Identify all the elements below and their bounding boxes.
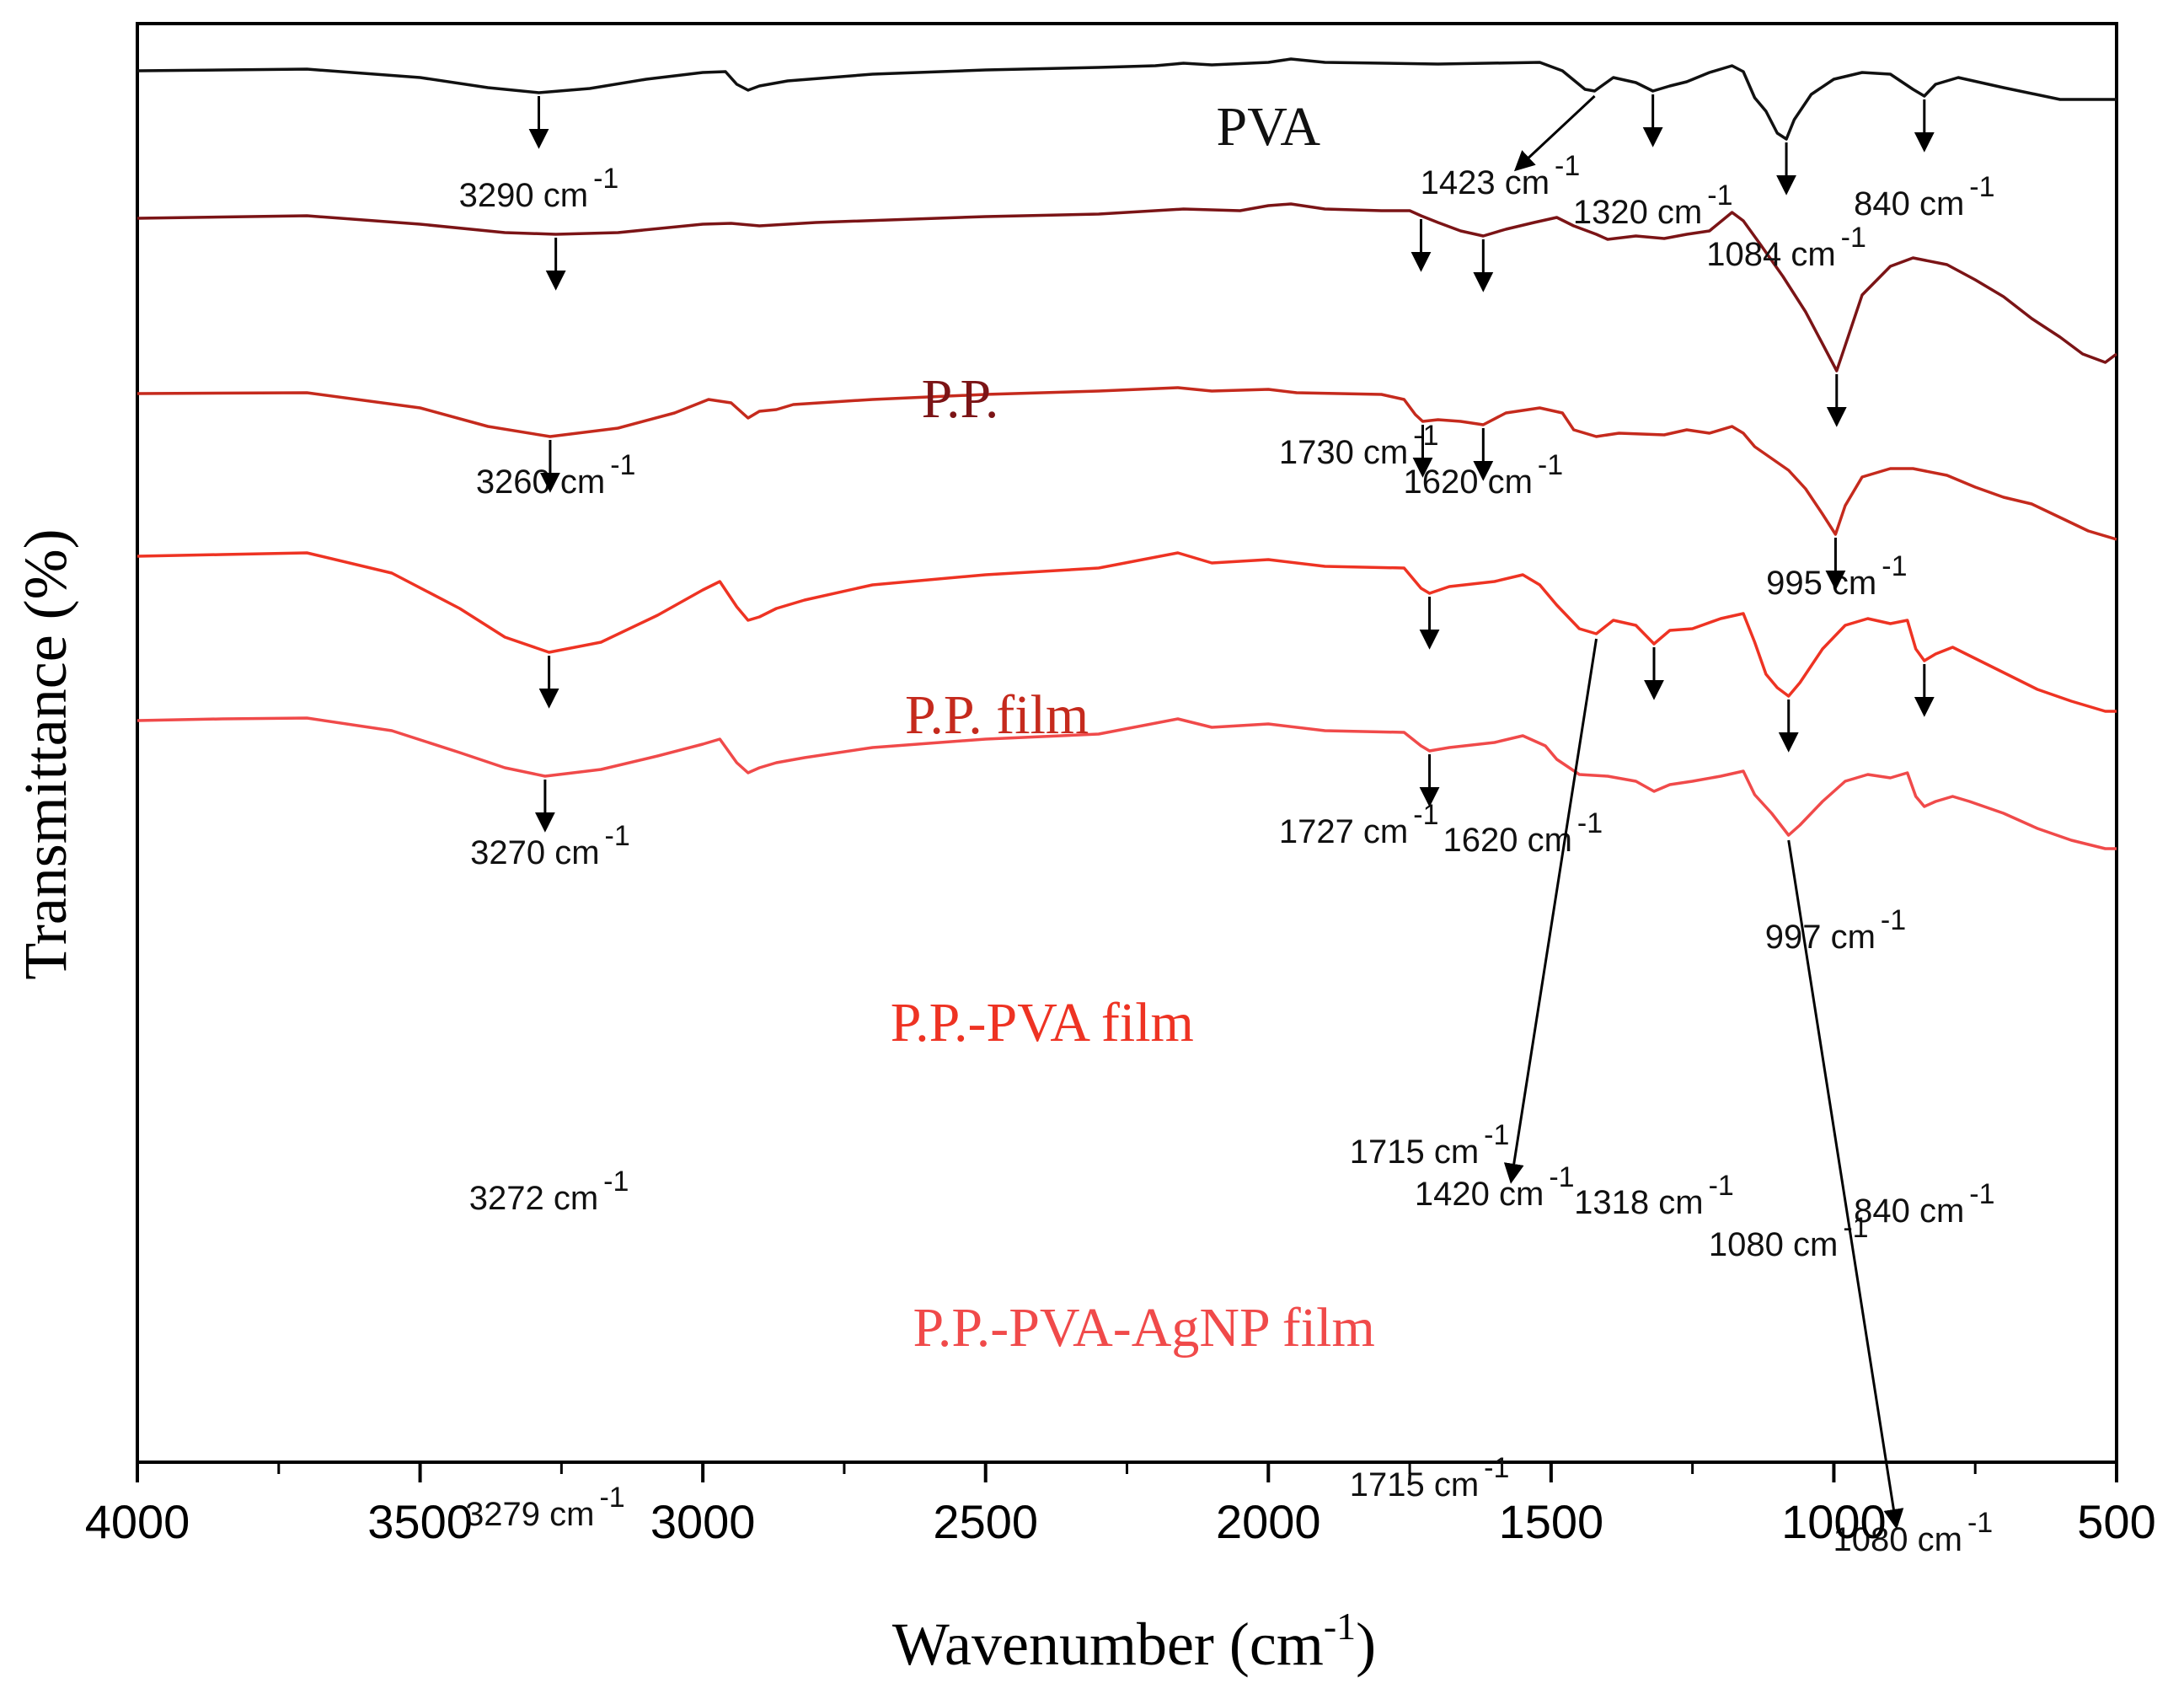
peak-unit-sup: -1	[1413, 799, 1438, 831]
peak-arrow	[1787, 839, 1904, 1530]
peak-unit-sup: -1	[605, 820, 630, 852]
series-line	[136, 386, 2117, 541]
series-3	[136, 551, 2117, 713]
peak-value: 840 cm	[1854, 1193, 1964, 1230]
peak-value: 1084 cm	[1706, 236, 1835, 273]
x-tick-label: 1500	[1499, 1495, 1604, 1548]
series-1	[136, 202, 2118, 373]
peak-label: 1730 cm -1	[1279, 420, 1439, 471]
peak-label: 840 cm -1	[1854, 1178, 1994, 1230]
peak-unit-sup: -1	[1707, 180, 1732, 212]
peak-value: 1320 cm	[1573, 194, 1702, 231]
peak-unit-sup: -1	[1577, 807, 1603, 839]
series-line	[136, 551, 2117, 713]
peak-label: 840 cm -1	[1854, 171, 1994, 222]
peak-label: 1715 cm -1	[1350, 1452, 1510, 1503]
peak-value: 995 cm	[1766, 565, 1876, 602]
series-layer	[136, 57, 2118, 850]
peak-unit-sup: -1	[1841, 222, 1866, 254]
x-tick-label: 3000	[650, 1495, 756, 1548]
peak-value: 3272 cm	[469, 1180, 598, 1217]
peak-unit-sup: -1	[1969, 171, 1994, 203]
x-axis-title: Wavenumber (cm-1)	[892, 1605, 1376, 1678]
peak-value: 1080 cm	[1709, 1226, 1838, 1263]
x-axis-title-tail: )	[1356, 1611, 1376, 1678]
peak-unit-sup: -1	[1555, 150, 1580, 182]
x-axis-title-main: Wavenumber (cm	[892, 1611, 1324, 1678]
peak-value: 1730 cm	[1279, 434, 1408, 471]
x-tick-label: 2500	[933, 1495, 1038, 1548]
peak-label: 995 cm -1	[1766, 550, 1907, 602]
peak-arrow	[1513, 94, 1596, 172]
peak-value: 3260 cm	[476, 464, 605, 501]
x-tick-label: 1000	[1781, 1495, 1887, 1548]
peak-unit-sup: -1	[1881, 904, 1906, 936]
peak-value: 840 cm	[1854, 185, 1964, 222]
peak-label: 1318 cm -1	[1574, 1170, 1734, 1221]
series-0	[136, 57, 2117, 141]
series-label: PVA	[1217, 96, 1321, 158]
peak-value: 3290 cm	[459, 177, 588, 214]
peak-label: 3270 cm -1	[470, 820, 630, 871]
peak-label: 1080 cm -1	[1833, 1507, 1994, 1558]
peak-label: 1420 cm -1	[1415, 1161, 1575, 1213]
peak-unit-sup: -1	[1538, 449, 1563, 481]
peak-value: 3270 cm	[470, 834, 599, 871]
peak-label: 1320 cm -1	[1573, 180, 1733, 231]
y-axis-title: Transmittance (%)	[12, 528, 79, 979]
series-label: P.P. film	[905, 684, 1089, 746]
peak-value: 3279 cm	[465, 1496, 594, 1533]
peak-label: 3272 cm -1	[469, 1166, 629, 1217]
x-tick-label: 500	[2077, 1495, 2155, 1548]
peak-unit-sup: -1	[610, 449, 635, 481]
peak-label: 1080 cm -1	[1709, 1212, 1869, 1263]
peak-label: 1423 cm -1	[1421, 150, 1581, 201]
peak-value: 1620 cm	[1443, 822, 1571, 859]
peak-label: 1727 cm -1	[1279, 799, 1439, 850]
series-2	[136, 386, 2117, 541]
peak-value: 1080 cm	[1833, 1521, 1962, 1558]
peak-value: 1727 cm	[1279, 813, 1408, 850]
x-axis-ticks: 4000 3500 3000 2500 2000 1500 1000 500	[85, 1462, 2156, 1548]
x-axis-title-sup: -1	[1324, 1605, 1356, 1648]
peak-unit-sup: -1	[1549, 1161, 1574, 1193]
peak-value: 1423 cm	[1421, 164, 1550, 201]
peak-label: 3260 cm -1	[476, 449, 636, 501]
peak-unit-sup: -1	[1882, 550, 1907, 582]
peak-label: 1620 cm -1	[1443, 807, 1603, 859]
peak-value: 997 cm	[1765, 919, 1876, 956]
peak-label: 1084 cm -1	[1706, 222, 1866, 273]
peak-label: 3290 cm -1	[459, 163, 619, 214]
peak-label: 1715 cm -1	[1350, 1119, 1510, 1171]
series-label: P.P.	[922, 368, 999, 430]
x-tick-label: 4000	[85, 1495, 190, 1548]
peak-unit-sup: -1	[1413, 420, 1438, 452]
peak-unit-sup: -1	[1709, 1170, 1734, 1202]
series-label: P.P.-PVA-AgNP film	[913, 1297, 1374, 1359]
peak-unit-sup: -1	[1967, 1507, 1993, 1539]
peak-unit-sup: -1	[593, 163, 618, 195]
peak-unit-sup: -1	[1484, 1119, 1509, 1151]
series-4	[136, 716, 2117, 850]
peak-label: 3279 cm -1	[465, 1482, 625, 1533]
peak-unit-sup: -1	[603, 1166, 629, 1198]
peak-value: 1715 cm	[1350, 1466, 1479, 1503]
series-line	[136, 716, 2117, 850]
peak-value: 1318 cm	[1574, 1184, 1703, 1221]
peak-arrow	[1503, 638, 1598, 1184]
peak-unit-sup: -1	[1969, 1178, 1994, 1210]
x-tick-label: 3500	[367, 1495, 473, 1548]
peak-label: 997 cm -1	[1765, 904, 1906, 956]
series-line	[136, 202, 2118, 373]
peak-value: 1420 cm	[1415, 1176, 1544, 1213]
peak-unit-sup: -1	[1484, 1452, 1509, 1484]
series-line	[136, 57, 2117, 141]
peak-unit-sup: -1	[599, 1482, 624, 1514]
x-tick-label: 2000	[1216, 1495, 1321, 1548]
series-label: P.P.-PVA film	[891, 992, 1194, 1053]
peak-value: 1715 cm	[1350, 1134, 1479, 1171]
